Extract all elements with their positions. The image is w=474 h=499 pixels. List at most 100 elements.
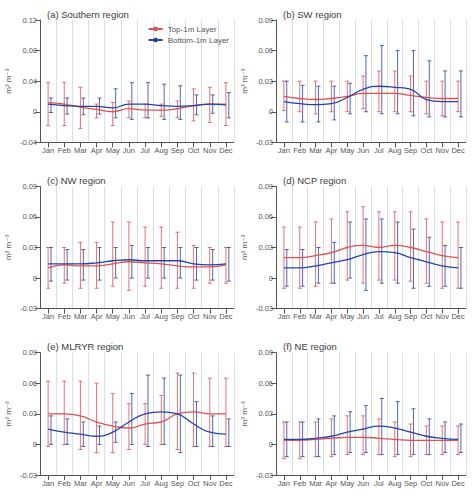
- svg-text:0.08: 0.08: [22, 46, 37, 55]
- svg-text:-0.03: -0.03: [20, 471, 37, 480]
- svg-text:m³ m⁻³: m³ m⁻³: [4, 68, 13, 93]
- svg-text:(c) NW region: (c) NW region: [47, 175, 106, 186]
- svg-text:0.06: 0.06: [22, 379, 37, 388]
- svg-text:Sep: Sep: [171, 146, 184, 155]
- svg-text:0.09: 0.09: [22, 348, 37, 357]
- svg-text:0.03: 0.03: [258, 243, 273, 252]
- svg-text:Mar: Mar: [309, 312, 322, 321]
- svg-text:Oct: Oct: [421, 312, 434, 321]
- svg-text:Top-1m Layer: Top-1m Layer: [168, 25, 217, 34]
- svg-text:Jan: Jan: [278, 312, 290, 321]
- svg-text:May: May: [106, 312, 120, 321]
- svg-text:Oct: Oct: [188, 479, 201, 488]
- svg-text:Jun: Jun: [123, 312, 135, 321]
- svg-text:Aug: Aug: [388, 312, 401, 321]
- svg-text:-0.03: -0.03: [256, 471, 273, 480]
- svg-text:Jan: Jan: [42, 312, 54, 321]
- svg-text:Aug: Aug: [155, 146, 168, 155]
- svg-text:Mar: Mar: [74, 312, 87, 321]
- svg-text:Nov: Nov: [436, 146, 450, 155]
- svg-text:Oct: Oct: [188, 146, 201, 155]
- svg-text:Mar: Mar: [74, 146, 87, 155]
- svg-text:0.09: 0.09: [258, 348, 273, 357]
- svg-text:Jan: Jan: [42, 479, 54, 488]
- svg-text:0.03: 0.03: [22, 243, 37, 252]
- svg-text:Jun: Jun: [123, 479, 135, 488]
- svg-text:Dec: Dec: [219, 479, 233, 488]
- svg-text:Oct: Oct: [421, 146, 434, 155]
- svg-text:Feb: Feb: [58, 479, 71, 488]
- svg-text:0.04: 0.04: [22, 77, 37, 86]
- svg-text:Mar: Mar: [309, 479, 322, 488]
- svg-text:(b) SW region: (b) SW region: [283, 9, 342, 20]
- svg-text:May: May: [106, 479, 120, 488]
- svg-text:Nov: Nov: [203, 312, 217, 321]
- svg-text:Aug: Aug: [155, 479, 168, 488]
- svg-text:(a) Southern region: (a) Southern region: [47, 9, 129, 20]
- svg-text:m³ m⁻³: m³ m⁻³: [4, 401, 13, 426]
- svg-text:0.03: 0.03: [258, 77, 273, 86]
- svg-text:Nov: Nov: [203, 146, 217, 155]
- svg-text:Sep: Sep: [171, 479, 184, 488]
- svg-text:Jun: Jun: [357, 479, 369, 488]
- svg-text:Jun: Jun: [357, 312, 369, 321]
- svg-text:0.06: 0.06: [258, 46, 273, 55]
- svg-text:Nov: Nov: [203, 479, 217, 488]
- svg-text:Feb: Feb: [293, 146, 306, 155]
- svg-text:Aug: Aug: [388, 479, 401, 488]
- svg-text:Dec: Dec: [219, 146, 233, 155]
- svg-text:Jan: Jan: [278, 479, 290, 488]
- svg-text:Sep: Sep: [404, 146, 417, 155]
- svg-text:-0.03: -0.03: [256, 138, 273, 147]
- svg-text:0.06: 0.06: [22, 212, 37, 221]
- svg-text:May: May: [106, 146, 120, 155]
- svg-text:Apr: Apr: [91, 146, 103, 155]
- svg-text:(e) MLRYR region: (e) MLRYR region: [47, 341, 123, 352]
- svg-text:Aug: Aug: [388, 146, 401, 155]
- svg-text:Apr: Apr: [326, 146, 338, 155]
- svg-text:Feb: Feb: [293, 312, 306, 321]
- svg-text:Jul: Jul: [374, 312, 384, 321]
- svg-text:(d) NCP region: (d) NCP region: [283, 175, 346, 186]
- svg-text:May: May: [340, 479, 354, 488]
- svg-text:0.09: 0.09: [22, 182, 37, 191]
- svg-text:Jan: Jan: [42, 146, 54, 155]
- svg-text:m³ m⁻³: m³ m⁻³: [4, 235, 13, 260]
- svg-text:m³ m⁻³: m³ m⁻³: [240, 235, 249, 260]
- svg-text:0: 0: [269, 274, 273, 283]
- svg-text:0: 0: [269, 440, 273, 449]
- svg-text:0: 0: [33, 440, 37, 449]
- svg-text:0.06: 0.06: [258, 212, 273, 221]
- svg-text:Feb: Feb: [58, 312, 71, 321]
- svg-text:Mar: Mar: [309, 146, 322, 155]
- svg-text:m³ m⁻³: m³ m⁻³: [240, 68, 249, 93]
- svg-text:Jun: Jun: [357, 146, 369, 155]
- svg-text:Jul: Jul: [140, 479, 150, 488]
- svg-text:0: 0: [33, 274, 37, 283]
- svg-text:Oct: Oct: [188, 312, 201, 321]
- svg-text:Aug: Aug: [155, 312, 168, 321]
- svg-text:Dec: Dec: [219, 312, 233, 321]
- svg-text:-0.04: -0.04: [20, 138, 37, 147]
- svg-text:Bottom-1m Layer: Bottom-1m Layer: [168, 36, 230, 45]
- svg-text:Apr: Apr: [326, 479, 338, 488]
- svg-text:Jan: Jan: [278, 146, 290, 155]
- svg-text:Apr: Apr: [91, 479, 103, 488]
- svg-text:Jun: Jun: [123, 146, 135, 155]
- svg-text:May: May: [340, 146, 354, 155]
- svg-text:0.09: 0.09: [258, 182, 273, 191]
- svg-text:-0.03: -0.03: [256, 304, 273, 313]
- svg-text:Sep: Sep: [404, 312, 417, 321]
- svg-text:0.03: 0.03: [22, 409, 37, 418]
- svg-text:-0.03: -0.03: [20, 304, 37, 313]
- svg-text:0.03: 0.03: [258, 409, 273, 418]
- svg-text:0: 0: [269, 107, 273, 116]
- svg-text:m³ m⁻³: m³ m⁻³: [240, 401, 249, 426]
- svg-text:Apr: Apr: [91, 312, 103, 321]
- svg-text:Jul: Jul: [374, 146, 384, 155]
- svg-text:Jul: Jul: [140, 146, 150, 155]
- svg-text:Oct: Oct: [421, 479, 434, 488]
- svg-text:Jul: Jul: [374, 479, 384, 488]
- svg-text:Dec: Dec: [451, 479, 465, 488]
- svg-text:Nov: Nov: [436, 479, 450, 488]
